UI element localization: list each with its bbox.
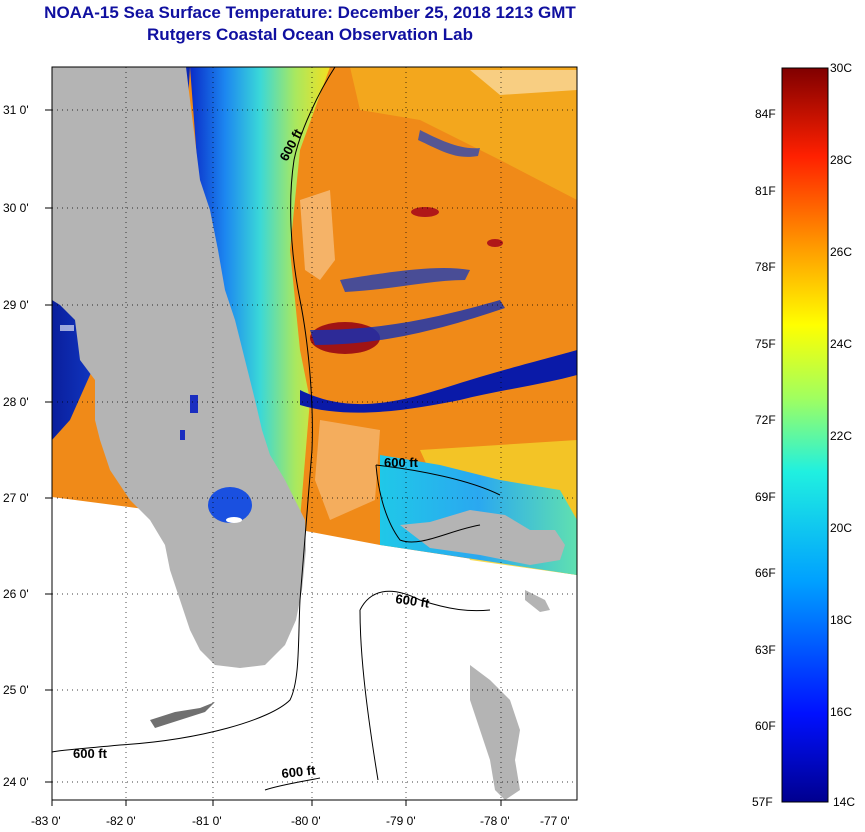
lat-label: 27 0' [3, 491, 29, 505]
lat-label: 26 0' [3, 587, 29, 601]
map-subtitle: Rutgers Coastal Ocean Observation Lab [147, 25, 473, 44]
colorbar-celsius-label: 24C [830, 337, 853, 351]
map-grid [52, 67, 577, 800]
contour-label: 600 ft [395, 591, 431, 611]
bahamas-land [400, 510, 565, 565]
map-title: NOAA-15 Sea Surface Temperature: Decembe… [44, 3, 576, 22]
colorbar-fahrenheit-label: 78F [755, 260, 776, 274]
lon-label: -77 0' [540, 814, 570, 828]
lat-label: 31 0' [3, 103, 29, 117]
colorbar-fahrenheit-label: 66F [755, 566, 776, 580]
colorbar-fahrenheit-label: 57F [752, 795, 773, 809]
colorbar-celsius-label: 14C [833, 795, 856, 809]
lat-label: 24 0' [3, 775, 29, 789]
colorbar-fahrenheit-label: 75F [755, 337, 776, 351]
colorbar-celsius-label: 30C [830, 61, 853, 75]
lat-label: 30 0' [3, 201, 29, 215]
lake-okeechobee [208, 487, 252, 523]
lon-label: -79 0' [386, 814, 416, 828]
colorbar-celsius-label: 20C [830, 521, 853, 535]
lat-label: 28 0' [3, 395, 29, 409]
contour-label: 600 ft [384, 455, 419, 470]
lon-label: -80 0' [291, 814, 321, 828]
colorbar-celsius-label: 22C [830, 429, 853, 443]
colorbar-fahrenheit-label: 72F [755, 413, 776, 427]
colorbar-fahrenheit-label: 60F [755, 719, 776, 733]
isobath-600ft-south [359, 590, 491, 781]
colorbar-fahrenheit-label: 81F [755, 184, 776, 198]
colorbar-celsius-label: 26C [830, 245, 853, 259]
colorbar-celsius-label: 16C [830, 705, 853, 719]
isobath-600ft-bahamas [375, 464, 481, 543]
colorbar-fahrenheit-label: 84F [755, 107, 776, 121]
lon-label: -81 0' [192, 814, 222, 828]
lon-label: -82 0' [106, 814, 136, 828]
map-frame [51, 66, 578, 801]
colorbar [781, 67, 829, 803]
colorbar-fahrenheit-label: 63F [755, 643, 776, 657]
colorbar-fahrenheit-label: 69F [755, 490, 776, 504]
colorbar-celsius-label: 18C [830, 613, 853, 627]
lon-label: -83 0' [31, 814, 61, 828]
sst-shelf-gradient [190, 67, 330, 520]
contour-label: 600 ft [73, 746, 108, 761]
isobath-600ft-east [52, 67, 336, 753]
colorbar-celsius-label: 28C [830, 153, 853, 167]
lon-label: -78 0' [480, 814, 510, 828]
lat-label: 29 0' [3, 298, 29, 312]
contour-label: 600 ft [281, 762, 317, 781]
lat-label: 25 0' [3, 683, 29, 697]
